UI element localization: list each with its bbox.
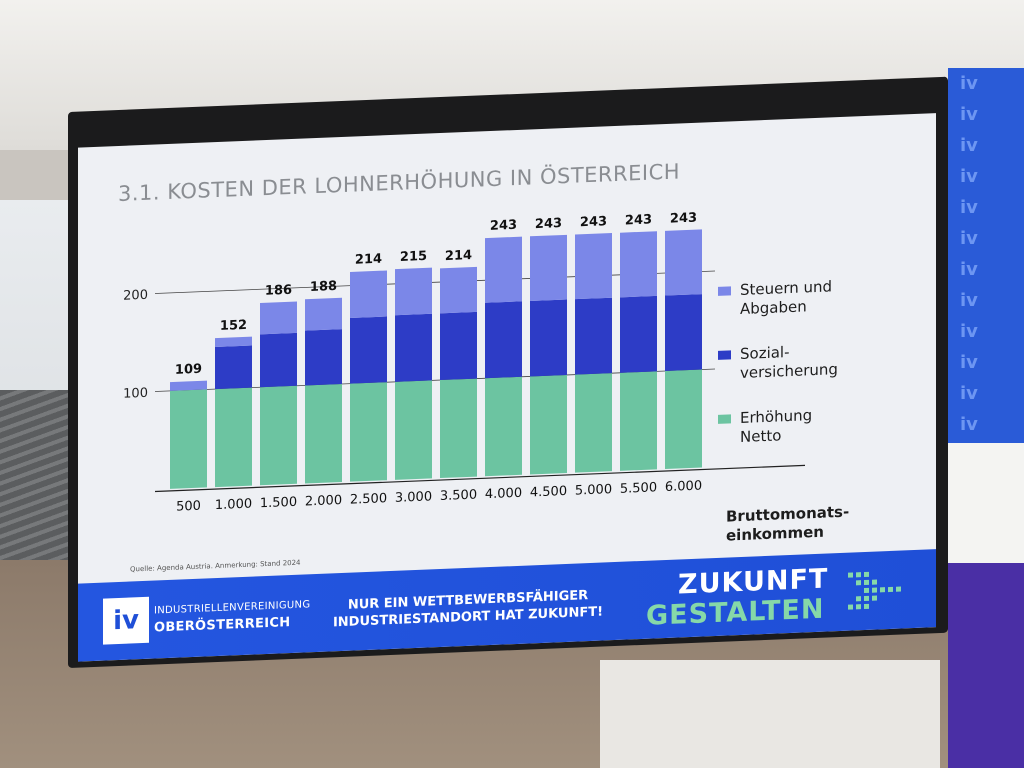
x-tick-label: 1.000 — [215, 497, 252, 513]
bar-total-label: 214 — [445, 248, 472, 264]
bar-segment — [620, 295, 657, 373]
x-axis-line — [155, 464, 805, 493]
bar-segment — [305, 297, 342, 331]
side-logo-text: iv — [960, 135, 978, 156]
legend-item-netto: Erhöhung Netto — [718, 402, 918, 448]
monitor: 3.1. KOSTEN DER LOHNERHÖHUNG IN ÖSTERREI… — [68, 76, 948, 669]
side-logo-text: iv — [960, 259, 978, 280]
side-logo-text: iv — [960, 73, 978, 94]
bar-segment — [575, 297, 612, 375]
bar-segment — [305, 383, 342, 484]
x-tick-label: 4.500 — [530, 484, 567, 500]
bar-total-label: 243 — [490, 218, 517, 234]
bar-total-label: 186 — [265, 283, 292, 299]
side-logo-text: iv — [960, 104, 978, 125]
x-tick-label: 3.000 — [395, 489, 432, 505]
bar-segment — [170, 380, 207, 391]
org-name-line2: OBERÖSTERREICH — [154, 615, 291, 636]
legend-swatch — [718, 350, 731, 360]
x-tick-label: 500 — [176, 499, 201, 515]
bar-total-label: 243 — [670, 211, 697, 227]
side-banner-blue: iv iv iv iv iv iv iv iv iv iv iv iv — [948, 68, 1024, 443]
side-logo-text: iv — [960, 321, 978, 342]
bar-total-label: 214 — [355, 252, 382, 268]
y-tick-label: 100 — [123, 386, 148, 402]
bar-segment — [260, 385, 297, 486]
bar-segment — [170, 389, 207, 489]
x-tick-label: 1.500 — [260, 495, 297, 511]
side-banner-purple — [948, 563, 1024, 768]
x-tick-label: 2.500 — [350, 491, 387, 507]
legend-swatch — [718, 286, 731, 296]
slide: 3.1. KOSTEN DER LOHNERHÖHUNG IN ÖSTERREI… — [78, 113, 936, 662]
x-tick-label: 5.000 — [575, 482, 612, 498]
bar-segment — [350, 382, 387, 482]
x-tick-label: 3.500 — [440, 488, 477, 504]
side-logo-text: iv — [960, 197, 978, 218]
bar-segment — [440, 311, 477, 381]
bar-total-label: 243 — [580, 214, 607, 230]
side-logo-text: iv — [960, 290, 978, 311]
side-logo-text: iv — [960, 414, 978, 435]
bar-segment — [215, 345, 252, 390]
x-tick-label: 5.500 — [620, 480, 657, 496]
bar-segment — [395, 380, 432, 480]
bar-segment — [260, 301, 297, 335]
side-logo-text: iv — [960, 352, 978, 373]
monitor-stand — [600, 660, 940, 768]
bar-segment — [440, 266, 477, 314]
side-logo-text: iv — [960, 228, 978, 249]
x-tick-label: 4.000 — [485, 486, 522, 502]
stacked-bar-chart: 100 200 109 500 152 1.000 186 1.500 188 2.000 214 2… — [123, 211, 805, 515]
bar-segment — [485, 376, 522, 477]
bar-segment — [350, 270, 387, 319]
bar-segment — [215, 387, 252, 488]
bar-segment — [530, 374, 567, 475]
bar-segment — [530, 299, 567, 377]
legend-item-sozialversicherung: Sozial- versicherung — [718, 338, 918, 384]
legend-swatch — [718, 414, 731, 424]
bar-segment — [485, 236, 522, 303]
bar-segment — [530, 234, 567, 301]
bar-total-label: 188 — [310, 279, 337, 295]
x-axis-title: Bruttomonats- einkommen — [726, 502, 866, 546]
bar-segment — [620, 231, 657, 298]
bar-segment — [665, 294, 702, 372]
side-banner-white — [948, 443, 1024, 563]
bar-segment — [260, 332, 297, 388]
x-tick-label: 6.000 — [665, 479, 702, 495]
bar-segment — [665, 229, 702, 296]
bar-segment — [620, 371, 657, 471]
y-tick-label: 200 — [123, 288, 148, 304]
bar-segment — [350, 316, 387, 384]
legend: Steuern und Abgaben Sozial- versicherung… — [718, 274, 918, 474]
bar-total-label: 243 — [535, 216, 562, 232]
iv-logo: iv — [103, 596, 149, 645]
bar-segment — [575, 373, 612, 473]
bar-total-label: 109 — [175, 362, 202, 378]
org-name-line1: INDUSTRIELLENVEREINIGUNG — [154, 599, 311, 617]
side-logo-text: iv — [960, 383, 978, 404]
footer-banner: iv INDUSTRIELLENVEREINIGUNG OBERÖSTERREI… — [78, 549, 936, 662]
bar-total-label: 243 — [625, 212, 652, 228]
bar-segment — [215, 336, 252, 347]
bar-segment — [665, 369, 702, 470]
slogan: NUR EIN WETTBEWERBSFÄHIGER INDUSTRIESTAN… — [328, 586, 608, 631]
bar-segment — [575, 233, 612, 300]
tagline-gestalten: GESTALTEN — [646, 593, 825, 632]
bar-total-label: 215 — [400, 249, 427, 265]
x-tick-label: 2.000 — [305, 493, 342, 509]
bar-segment — [395, 313, 432, 382]
side-logo-text: iv — [960, 166, 978, 187]
bar-segment — [305, 329, 342, 386]
bar-segment — [395, 267, 432, 316]
legend-item-steuern: Steuern und Abgaben — [718, 274, 918, 320]
dotted-arrow-icon — [848, 571, 901, 610]
bar-segment — [440, 378, 477, 479]
bar-segment — [485, 301, 522, 379]
bar-total-label: 152 — [220, 318, 247, 334]
